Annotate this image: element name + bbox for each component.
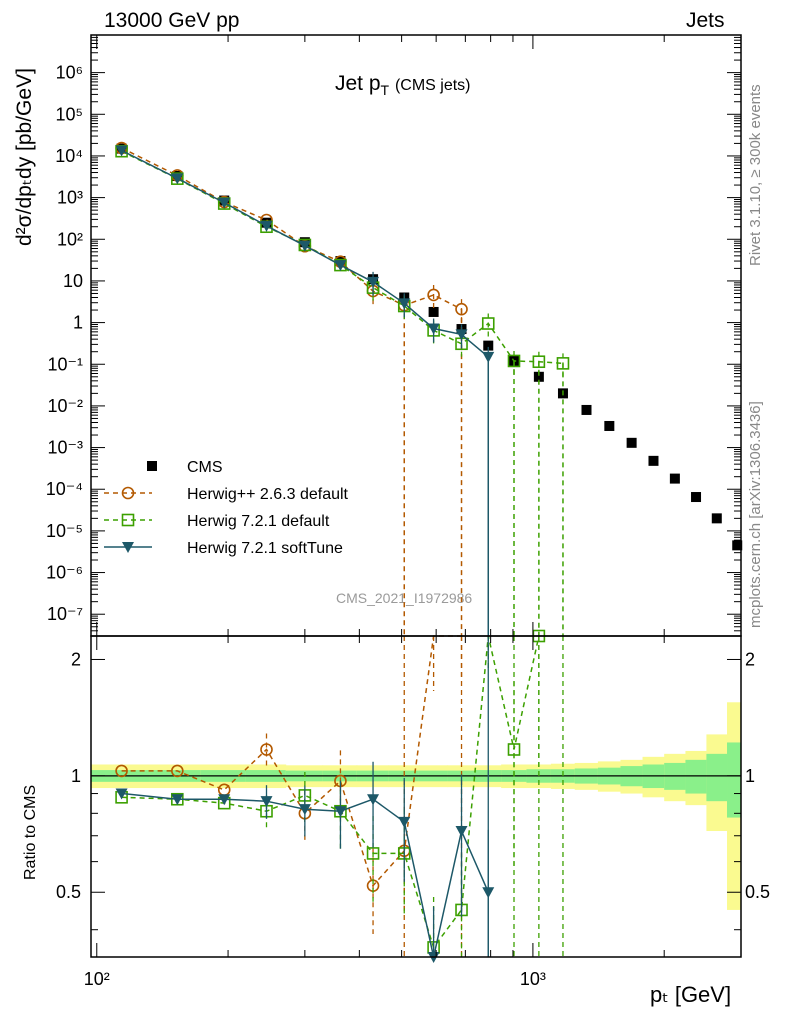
- data-point: [711, 513, 722, 524]
- data-point: [428, 306, 439, 317]
- y-tick-label: 10⁻⁴: [46, 479, 83, 499]
- y-tick-label: 10⁴: [55, 146, 83, 166]
- data-point: [483, 340, 494, 351]
- data-point: [669, 473, 680, 484]
- y-tick-label: 10⁻⁶: [46, 563, 83, 583]
- data-point: [732, 540, 743, 551]
- ratio-point: [366, 847, 380, 860]
- data-point: [171, 173, 184, 185]
- legend-marker: [121, 513, 135, 527]
- data-point: [532, 355, 546, 369]
- header-left: 13000 GeV pp: [104, 9, 240, 32]
- legend-label: Herwig 7.2.1 softTune: [187, 540, 343, 557]
- ratio-point: [260, 743, 273, 756]
- data-point: [581, 404, 592, 415]
- legend-label: Herwig 7.2.1 default: [187, 513, 330, 530]
- ratio-tick-label-right: 2: [745, 649, 755, 669]
- ratio-tick-label-right: 0.5: [745, 882, 770, 902]
- y-tick-label: 10³: [57, 188, 83, 208]
- legend-marker: [147, 461, 157, 471]
- y-tick-label: 10: [63, 271, 83, 291]
- y-tick-label: 10⁻²: [47, 396, 83, 416]
- data-point: [626, 437, 637, 448]
- ratio-tick-label: 0.5: [56, 882, 81, 902]
- x-tick-label: 10²: [84, 969, 110, 989]
- y-tick-label: 10⁻⁷: [47, 604, 83, 624]
- ratio-point: [115, 788, 128, 800]
- ratio-point: [298, 804, 311, 816]
- ratio-point: [455, 826, 468, 838]
- data-point: [427, 323, 440, 335]
- data-point: [556, 357, 570, 370]
- legend-marker: [122, 542, 134, 553]
- data-point: [507, 354, 521, 368]
- chart-title-suffix: (CMS jets): [394, 77, 471, 94]
- ratio-point: [171, 794, 184, 806]
- ratio-tick-label: 2: [71, 649, 81, 669]
- y-tick-label: 10⁻⁵: [46, 521, 83, 541]
- ratio-point: [171, 764, 184, 778]
- ratio-tick-label: 1: [71, 766, 81, 786]
- data-point: [648, 455, 659, 466]
- ratio-band-inner: [685, 759, 707, 794]
- ratio-band-inner: [706, 753, 728, 802]
- legend-marker: [121, 486, 135, 500]
- y-tick-label: 10⁻¹: [47, 354, 83, 374]
- chart-title: Jet pT (CMS jets): [335, 72, 471, 98]
- ratio-point: [334, 806, 347, 818]
- data-point: [115, 145, 128, 157]
- x-axis-label: pₜ [GeV]: [650, 982, 732, 1007]
- data-point: [398, 298, 411, 310]
- data-point: [260, 220, 273, 232]
- data-point: [334, 260, 347, 272]
- x-tick-label: 10³: [520, 969, 546, 989]
- y-tick-label: 10²: [57, 229, 83, 249]
- header-right: Jets: [686, 9, 725, 32]
- ratio-point: [367, 794, 380, 806]
- ratio-point: [115, 764, 128, 778]
- data-point: [367, 276, 380, 288]
- data-point: [455, 302, 468, 316]
- ratio-point: [218, 794, 231, 806]
- y-tick-label: 10⁶: [56, 63, 83, 83]
- ratio-line-1: [121, 635, 462, 888]
- data-point: [427, 288, 440, 302]
- chart-title-main: Jet p: [335, 72, 381, 95]
- ratio-band-inner: [727, 742, 742, 818]
- y-tick-label: 10⁻³: [47, 438, 83, 458]
- data-point: [455, 329, 468, 341]
- data-point: [604, 420, 615, 431]
- data-point: [218, 197, 231, 209]
- legend-label: Herwig++ 2.6.3 default: [187, 486, 349, 503]
- series-line-1: [121, 147, 462, 310]
- data-point: [533, 371, 544, 382]
- ratio-point: [260, 796, 273, 808]
- data-point: [482, 351, 495, 363]
- y-tick-label: 10⁵: [56, 104, 83, 124]
- ratio-point: [398, 816, 411, 828]
- legend-label: CMS: [187, 459, 223, 476]
- data-point: [481, 317, 495, 330]
- ratio-tick-label-right: 1: [745, 766, 755, 786]
- chart-title-sub: T: [380, 82, 390, 99]
- ratio-panel-frame: [90, 635, 742, 958]
- data-point: [691, 492, 702, 503]
- y-tick-label: 1: [73, 313, 83, 333]
- ratio-line-2: [121, 635, 540, 950]
- data-point: [298, 240, 311, 252]
